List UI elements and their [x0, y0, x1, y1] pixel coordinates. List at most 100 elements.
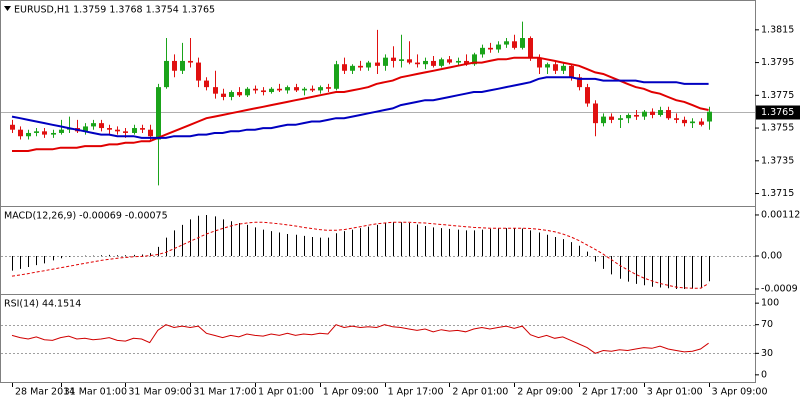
candle-body — [172, 60, 177, 71]
candle-body — [91, 123, 96, 127]
candle-body — [302, 88, 307, 91]
x-tick-label: 1 Apr 09:00 — [323, 387, 379, 398]
candle-body — [237, 92, 242, 96]
rsi-line — [11, 324, 709, 354]
candle-body — [577, 77, 582, 88]
candle-body — [245, 88, 250, 96]
candle-body — [480, 47, 485, 55]
candle-body — [545, 64, 550, 68]
candle-body — [528, 38, 533, 58]
candle-body — [261, 90, 266, 93]
candle-body — [140, 128, 145, 130]
y-tick-label: 1.3775 — [761, 90, 794, 101]
candle-body — [439, 59, 444, 66]
candle-body — [34, 131, 39, 133]
candle-body — [399, 59, 404, 61]
candle-body — [537, 57, 542, 68]
candle-body — [447, 59, 452, 63]
candle-body — [164, 60, 169, 88]
y-tick-label: 0.00112 — [761, 209, 800, 220]
candle-body — [229, 92, 234, 97]
candle-body — [115, 129, 120, 132]
candle-body — [423, 60, 428, 65]
candle-body — [407, 59, 412, 63]
candle-body — [26, 132, 31, 137]
candle-body — [585, 87, 590, 104]
candle-body — [213, 87, 218, 94]
candle-body — [285, 87, 290, 91]
candle-body — [358, 65, 363, 68]
y-tick-label: 1.3735 — [761, 155, 794, 166]
candle-body — [18, 129, 23, 137]
y-tick-label: 1.3815 — [761, 24, 794, 35]
candle-body — [650, 111, 655, 115]
candle-body — [488, 47, 493, 50]
candle-body — [107, 128, 112, 130]
candle-body — [221, 93, 226, 97]
candle-body — [699, 121, 704, 125]
moving-average — [12, 56, 709, 152]
candle-body — [132, 128, 137, 133]
candle-body — [188, 60, 193, 63]
candle-body — [342, 64, 347, 71]
candle-body — [204, 80, 209, 88]
candle-body — [326, 87, 331, 89]
candle-body — [83, 126, 88, 132]
current-price-box — [756, 105, 800, 120]
candle-body — [666, 110, 671, 119]
x-tick-label: 2 Apr 09:00 — [517, 387, 573, 398]
chart-title: MACD(12,26,9) -0.00069 -0.00075 — [4, 211, 168, 222]
candle-body — [626, 114, 631, 119]
y-tick-label: 0.00 — [761, 250, 782, 261]
y-tick-label: -0.0009 — [761, 283, 798, 294]
candle-body — [593, 103, 598, 124]
y-tick-label: 1.3795 — [761, 57, 794, 68]
candle-body — [156, 87, 161, 140]
chart-title: RSI(14) 44.1514 — [4, 299, 81, 310]
candle-body — [569, 65, 574, 78]
candle-body — [674, 118, 679, 120]
candle-body — [10, 124, 15, 130]
candle-body — [269, 88, 274, 93]
x-tick-label: 31 Mar 01:00 — [64, 387, 127, 398]
candle-body — [707, 111, 712, 122]
candle-body — [658, 110, 663, 115]
candle-body — [415, 62, 420, 65]
x-tick-label: 1 Apr 01:00 — [258, 387, 314, 398]
menu-arrow — [4, 6, 11, 11]
candle-body — [472, 54, 477, 65]
candle-body — [148, 129, 153, 137]
candle-body — [375, 62, 380, 66]
candle-body — [318, 87, 323, 91]
candle-body — [618, 118, 623, 120]
candle-body — [391, 57, 396, 61]
candle-body — [59, 129, 64, 133]
candle-body — [456, 60, 461, 63]
candle-body — [51, 132, 56, 135]
current-price-label: 1.3765 — [761, 107, 794, 118]
candle-body — [561, 65, 566, 71]
candle-body — [634, 114, 639, 117]
candle-body — [512, 41, 517, 48]
y-tick-label: 100 — [761, 298, 779, 309]
candle-body — [682, 119, 687, 124]
candle-body — [642, 111, 647, 117]
candle-body — [253, 88, 258, 91]
candle-body — [334, 64, 339, 89]
candle-body — [310, 88, 315, 91]
candle-body — [99, 123, 104, 129]
candle-body — [431, 60, 436, 66]
candle-body — [196, 62, 201, 81]
candle-body — [294, 87, 299, 91]
x-tick-label: 2 Apr 17:00 — [582, 387, 638, 398]
x-tick-label: 3 Apr 01:00 — [647, 387, 703, 398]
candle-body — [496, 44, 501, 50]
x-tick-label: 31 Mar 17:00 — [193, 387, 256, 398]
x-tick-label: 31 Mar 09:00 — [128, 387, 191, 398]
candle-body — [520, 38, 525, 48]
candle-body — [123, 131, 128, 133]
signal-line — [11, 221, 709, 289]
candle-body — [609, 116, 614, 120]
x-tick-label: 2 Apr 01:00 — [452, 387, 508, 398]
